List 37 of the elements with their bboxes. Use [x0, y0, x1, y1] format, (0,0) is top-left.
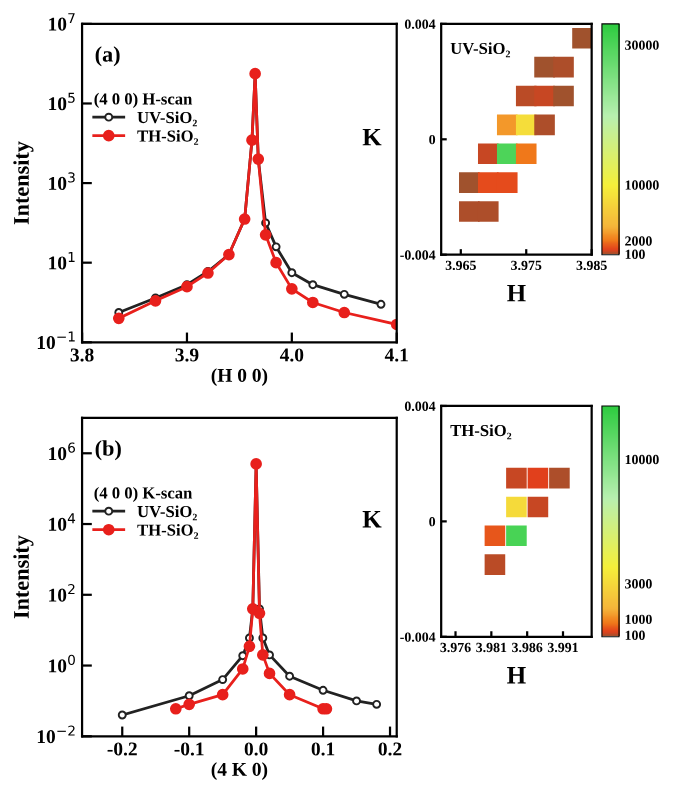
x-axis-title: (H 0 0) — [211, 368, 268, 386]
y-axis-title: Intensity — [13, 535, 34, 619]
x-tick-label: 4.1 — [384, 348, 408, 362]
x-tick-label: 0.2 — [378, 742, 402, 756]
legend-title: (4 0 0) H-scan — [94, 92, 193, 108]
x-axis-title: H — [507, 284, 526, 302]
y-tick-label: 10$^{5}$ — [49, 92, 75, 111]
text: TH-SiO₂ — [450, 424, 512, 440]
x-tick-label: -0.1 — [174, 742, 204, 756]
annotation: (b) — [95, 440, 121, 461]
legend-label: UV-SiO₂ — [137, 111, 197, 127]
y-axis-title: Intensity — [13, 141, 34, 225]
y-tick-label: 10$^{2}$ — [49, 583, 75, 602]
x-tick-label: 0.0 — [244, 742, 268, 756]
x-tick-label: -0.2 — [107, 742, 137, 756]
y-axis-title: K — [362, 128, 382, 146]
y-tick-label: 10$^{1}$ — [49, 251, 75, 270]
x-tick-label: 0.1 — [311, 742, 335, 756]
x-tick-label: 3.9 — [175, 348, 199, 362]
legend-label: TH-SiO₂ — [137, 523, 199, 539]
y-tick-label: 10$^{−2}$ — [37, 725, 75, 744]
annotation: (a) — [95, 46, 120, 67]
legend-label: TH-SiO₂ — [137, 129, 199, 145]
x-tick-label: 3.8 — [70, 348, 94, 362]
y-tick-label: 10$^{3}$ — [49, 172, 75, 190]
x-axis-title: (4 K 0) — [211, 762, 268, 780]
legend-label: UV-SiO₂ — [137, 505, 197, 521]
legend-title: (4 0 0) K-scan — [94, 486, 193, 502]
y-tick-label: 10$^{7}$ — [49, 13, 75, 31]
y-tick-label: 10$^{0}$ — [49, 654, 75, 673]
x-tick-label: 4.0 — [279, 348, 304, 362]
y-tick-label: 10$^{−1}$ — [37, 331, 75, 350]
y-tick-label: 10$^{6}$ — [49, 442, 75, 461]
text: UV-SiO₂ — [450, 42, 511, 58]
y-axis-title: K — [362, 511, 382, 528]
x-axis-title: H — [507, 667, 526, 684]
y-tick-label: 10$^{4}$ — [49, 513, 76, 531]
